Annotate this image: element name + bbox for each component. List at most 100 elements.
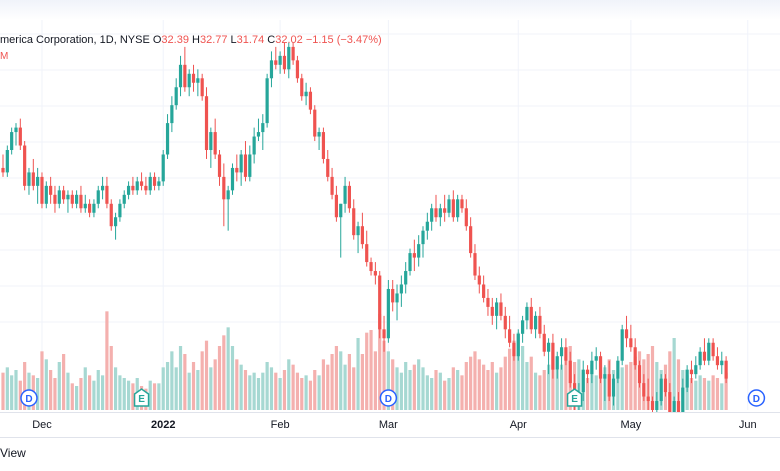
candle-body <box>456 199 460 218</box>
candle-body <box>183 64 187 88</box>
candle-body <box>269 60 274 79</box>
volume-bar <box>590 364 594 410</box>
volume-bar <box>209 367 213 410</box>
volume-bar <box>495 372 499 410</box>
candle-body <box>724 360 728 379</box>
candle-body <box>720 360 724 366</box>
candle-body <box>126 185 131 195</box>
dividend-circle <box>379 389 398 407</box>
candle-body <box>300 78 304 97</box>
volume-bar <box>282 370 287 410</box>
dividend-marker[interactable]: D <box>20 389 38 407</box>
earnings-marker[interactable]: E <box>566 388 583 407</box>
candle-body <box>265 78 269 124</box>
ohlc-legend: merica Corporation, 1D, NYSE O32.39 H32.… <box>0 34 382 46</box>
volume-bar <box>226 327 230 410</box>
candle-body <box>590 360 594 375</box>
candle-body <box>204 96 209 150</box>
candle-body <box>373 271 377 276</box>
candle-body <box>200 78 204 97</box>
volume-bar <box>538 375 542 410</box>
candle-body <box>92 203 96 213</box>
volume-bar <box>170 351 174 410</box>
marker-letter: D <box>25 394 32 405</box>
volume-bar <box>243 370 248 410</box>
volume-bar <box>490 362 494 410</box>
volume-bar <box>330 354 334 410</box>
close-label: C <box>267 34 276 46</box>
volume-bar <box>131 383 135 410</box>
volume-bar <box>152 383 157 410</box>
volume-bar <box>698 375 702 410</box>
candle-body <box>464 208 468 227</box>
volume-bar <box>248 375 252 410</box>
candle-body <box>191 73 196 83</box>
candle-body <box>581 369 585 393</box>
candle-body <box>131 185 135 191</box>
candle-body <box>689 369 694 375</box>
candle-body <box>96 190 100 204</box>
candle-body <box>555 356 559 370</box>
volume-bar <box>261 372 265 410</box>
volume-bar <box>564 356 568 410</box>
volume-bar <box>482 364 486 410</box>
dividend-marker[interactable]: D <box>747 389 766 407</box>
volume-bar <box>66 372 70 410</box>
chart-area[interactable]: D E D E D merica Corporation, 1D, NYSE O32.3… <box>0 0 780 412</box>
volume-legend: M <box>0 51 9 62</box>
candle-body <box>57 190 61 204</box>
candle-body <box>508 329 512 343</box>
candle-body <box>642 383 646 397</box>
volume-bar <box>347 354 351 410</box>
volume-bar <box>456 370 460 410</box>
candle-body <box>629 338 633 348</box>
volume-bar <box>230 346 235 410</box>
candle-body <box>715 356 720 366</box>
volume-bar <box>109 346 113 410</box>
candle-body <box>274 60 278 65</box>
candle-body <box>702 351 707 361</box>
candle-body <box>533 315 538 330</box>
volume-bar <box>533 372 538 410</box>
candle-body <box>122 194 126 204</box>
candle-body <box>637 365 642 384</box>
volume-bar <box>191 362 196 410</box>
volume-bar <box>44 359 48 410</box>
volume-bar <box>676 359 681 410</box>
earnings-marker[interactable]: E <box>133 388 150 407</box>
candle-body <box>44 185 48 204</box>
volume-bar <box>616 378 620 410</box>
candle-body <box>66 194 70 200</box>
volume-bar <box>278 378 282 410</box>
volume-bar <box>252 372 256 410</box>
candle-body <box>650 401 655 410</box>
candle-body <box>23 145 27 186</box>
open-label: O <box>152 34 162 46</box>
volume-bar <box>430 378 434 410</box>
candle-body <box>88 203 92 213</box>
bottom-view-label[interactable]: View <box>0 446 26 460</box>
time-axis[interactable]: Dec 2022 Feb Mar Apr May Jun <box>0 412 780 437</box>
low-label: L <box>230 34 237 46</box>
dividend-marker[interactable]: D <box>379 389 398 407</box>
candle-body <box>165 123 170 155</box>
candle-body <box>482 284 486 298</box>
candle-body <box>447 199 451 213</box>
volume-bar <box>486 370 490 410</box>
volume-bar <box>378 314 382 410</box>
candle-body <box>616 360 620 379</box>
candle-body <box>676 401 681 412</box>
candle-body <box>135 181 139 191</box>
candle-body <box>330 176 334 195</box>
candle-body <box>339 203 343 218</box>
volume-bar <box>274 372 278 410</box>
volume-bar <box>200 351 204 410</box>
candle-body <box>668 392 672 412</box>
candle-body <box>611 378 616 397</box>
x-tick-label: Feb <box>270 419 290 431</box>
candle-body <box>1 167 5 173</box>
candle-body <box>477 275 481 285</box>
volume-bar <box>204 340 209 410</box>
volume-bar <box>672 338 676 410</box>
